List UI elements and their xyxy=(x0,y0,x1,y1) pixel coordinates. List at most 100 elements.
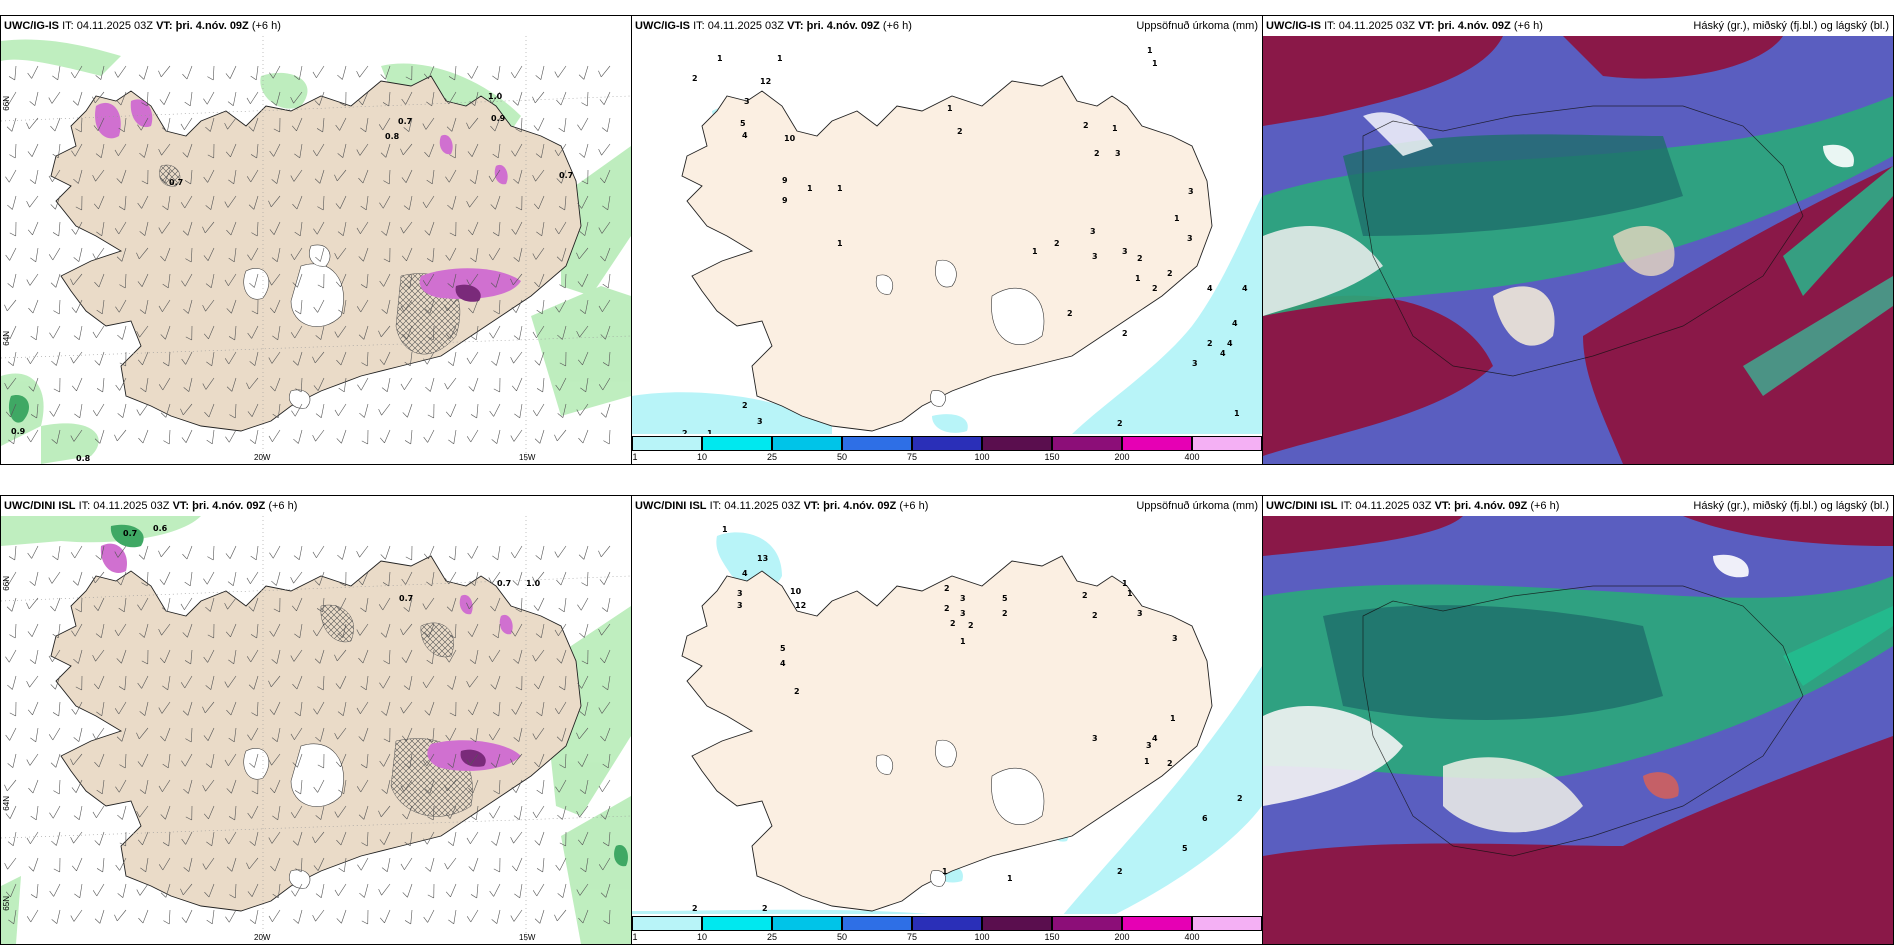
svg-text:1: 1 xyxy=(1174,214,1180,223)
field-title: Háský (gr.), miðský (fj.bl.) og lágský (… xyxy=(1693,500,1889,512)
wind-barb xyxy=(558,597,567,613)
wind-barb xyxy=(268,351,281,364)
svg-text:1: 1 xyxy=(1007,874,1013,883)
svg-text:2: 2 xyxy=(957,127,963,136)
cb-label: 200 xyxy=(1114,932,1130,942)
wind-barb xyxy=(489,883,501,897)
svg-text:1: 1 xyxy=(1112,124,1118,133)
wind-barb xyxy=(92,325,105,338)
wind-barb xyxy=(117,325,127,340)
wind-barb xyxy=(489,805,501,819)
wind-barb xyxy=(423,351,435,365)
wind-barb xyxy=(401,169,413,183)
wind-barb xyxy=(7,351,17,366)
wind-barb xyxy=(250,623,259,639)
wind-barb xyxy=(92,91,105,104)
wind-barb xyxy=(136,727,149,740)
cb-label: 100 xyxy=(974,452,990,462)
precip-dark xyxy=(110,524,628,867)
wind-barb xyxy=(378,805,391,818)
svg-text:2: 2 xyxy=(1167,269,1173,278)
wind-barb xyxy=(513,649,523,664)
wind-barb xyxy=(313,779,325,793)
wind-barb xyxy=(202,377,215,390)
wind-barb xyxy=(182,623,193,638)
wind-barb xyxy=(314,91,325,106)
wind-barb xyxy=(7,675,17,690)
wind-barb xyxy=(422,117,435,130)
wind-barb xyxy=(339,91,347,107)
wind-barb xyxy=(449,623,457,639)
wind-barb xyxy=(427,403,435,419)
wind-barb xyxy=(271,649,281,664)
svg-text:10: 10 xyxy=(790,587,802,596)
wind-barb xyxy=(48,727,61,741)
wind-barb xyxy=(337,221,347,236)
wind-barb xyxy=(114,221,127,235)
svg-text:9: 9 xyxy=(782,196,788,205)
wind-barb xyxy=(601,597,611,612)
init-time: 04.11.2025 03Z xyxy=(93,500,170,512)
wind-barb xyxy=(160,727,171,742)
wind-barb xyxy=(533,597,545,611)
wind-barb xyxy=(598,545,611,558)
svg-text:2: 2 xyxy=(1002,609,1008,618)
wind-barb xyxy=(334,169,347,182)
wind-barb xyxy=(356,779,369,793)
wind-barb xyxy=(425,377,435,392)
label-value: 0.7 xyxy=(123,529,137,538)
wind-barb xyxy=(316,597,325,613)
panel-header: UWC/IG-IS IT: 04.11.2025 03Z VT: þri. 4.… xyxy=(1263,16,1893,36)
wind-barb xyxy=(159,169,171,184)
wind-barb xyxy=(402,403,413,418)
wind-barb xyxy=(313,701,325,715)
lead-time: (+6 h) xyxy=(251,20,281,32)
vt-label: VT: xyxy=(1434,500,1452,512)
glaciers xyxy=(875,739,1045,887)
wind-barb xyxy=(269,545,281,559)
wind-barb xyxy=(5,325,17,339)
wind-barb xyxy=(70,273,83,286)
wind-barb xyxy=(202,779,215,792)
svg-text:2: 2 xyxy=(794,687,800,696)
wind-barb xyxy=(357,91,369,106)
wind-barb xyxy=(599,649,611,664)
wind-barb xyxy=(205,675,215,690)
wind-barb xyxy=(159,91,171,105)
cb-seg xyxy=(1122,436,1192,451)
wind-barb xyxy=(601,117,611,132)
wind-barb xyxy=(136,247,149,260)
wind-barb xyxy=(493,779,501,795)
wind-barb xyxy=(75,597,83,613)
wind-barb xyxy=(312,831,325,844)
wind-barb xyxy=(7,273,17,288)
wind-barb xyxy=(559,831,567,847)
wind-barb xyxy=(94,753,105,768)
glaciers xyxy=(243,244,344,409)
wind-barb xyxy=(576,727,589,740)
wind-barb xyxy=(581,91,589,107)
wind-barb xyxy=(515,117,523,133)
wind-barb xyxy=(29,169,39,184)
wind-barb xyxy=(118,597,127,613)
panel-header: UWC/DINI ISL IT: 04.11.2025 03Z VT: þri.… xyxy=(1263,496,1893,516)
wind-barb xyxy=(557,325,567,340)
wind-barb xyxy=(118,195,127,211)
wind-barb xyxy=(247,883,259,897)
svg-text:4: 4 xyxy=(1207,284,1213,293)
svg-text:1: 1 xyxy=(1152,59,1158,68)
svg-text:1: 1 xyxy=(942,867,948,876)
wind-barb xyxy=(291,117,303,132)
svg-text:3: 3 xyxy=(737,601,743,610)
wind-barb xyxy=(445,403,457,418)
wind-barb xyxy=(603,429,611,445)
wind-barb xyxy=(490,675,501,690)
svg-text:1: 1 xyxy=(1170,714,1176,723)
wind-barb xyxy=(116,169,127,184)
wind-barb xyxy=(160,403,171,418)
wind-barb xyxy=(225,65,237,79)
wind-barb xyxy=(137,753,149,767)
lead-time: (+6 h) xyxy=(882,20,912,32)
wind-barb xyxy=(48,247,61,261)
model-name: UWC/IG-IS xyxy=(1266,20,1321,32)
